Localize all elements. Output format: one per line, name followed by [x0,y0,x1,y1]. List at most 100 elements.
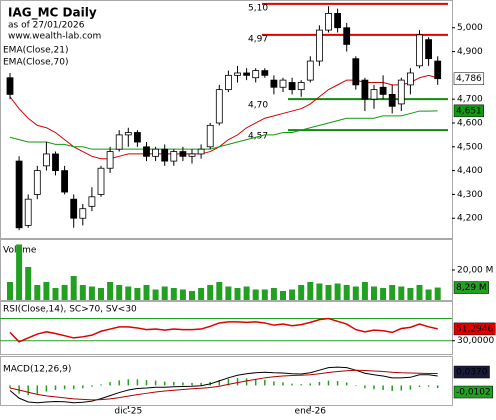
histogram-bar [436,385,439,389]
panel-frame [0,0,453,239]
histogram-bar [227,378,230,386]
candle-body [252,70,260,79]
y-tick-label: 4,700 [457,95,483,105]
histogram-bar [427,385,430,387]
candle-body [352,58,360,86]
volume-bar [207,284,214,300]
last-value-box [453,72,485,85]
histogram-bar [282,382,284,386]
candle-body [43,153,50,167]
histogram-bar [309,383,312,386]
histogram-bar [291,383,293,386]
candle-body [434,60,442,80]
volume-bar [61,284,68,300]
last-value-box [453,322,496,336]
histogram-bar [54,385,57,391]
candle-body [379,86,387,95]
volume-bar [270,287,277,300]
volume-bar [261,289,268,300]
candle-body [425,39,433,60]
y-tick-label: 4,900 [457,47,483,57]
candle-body [416,34,423,67]
candle-body [88,196,96,207]
histogram-bar [91,385,93,387]
histogram-bar [364,385,366,389]
candle-body [161,148,169,162]
volume-bar [116,284,123,300]
histogram-bar [418,385,421,387]
histogram-bar [382,385,384,391]
histogram-bar [336,381,339,386]
panel-frame [0,356,453,406]
candle-body [188,153,196,157]
candle-body [306,60,314,81]
volume-bar [216,281,223,300]
candle-body [133,132,141,143]
y-tick-label: 4,500 [457,142,483,152]
ema-line [9,110,438,150]
histogram-bar [72,385,75,390]
volume-bar [234,287,241,300]
volume-bar [371,286,377,300]
volume-bar [7,281,13,300]
volume-bar [361,281,368,300]
volume-bar [316,283,323,300]
volume-bar [307,281,314,300]
volume-bar [343,284,350,300]
rsi-line [9,317,438,343]
candle-body [397,79,405,105]
last-value-box [453,104,485,118]
volume-bar [398,286,405,300]
volume-bar [434,287,441,300]
chart-subtitle: as of 27/01/2026 [8,21,85,31]
volume-bar [70,275,77,300]
level-label: 4,70 [248,101,268,111]
histogram-bar [245,378,248,386]
candle-body [224,74,232,91]
candle-body [234,72,241,76]
last-value-box [453,365,490,379]
panel-title: MACD(12,26,9) [3,365,71,375]
last-value-box [453,385,493,399]
candle-body [152,148,160,157]
histogram-bar [273,381,275,386]
candle-body [206,124,214,148]
candle-body [97,167,105,195]
histogram-bar [391,385,393,392]
histogram-bar [191,382,193,386]
volume-bar [407,287,414,300]
y-tick-label: 4,600 [457,118,483,128]
histogram-bar [173,381,175,386]
candle-body [343,27,351,45]
last-value-label: 4,651 [456,106,482,116]
histogram-bar [100,384,102,386]
macd-line [9,366,438,404]
candle-body [261,70,269,76]
last-value-label: 4,786 [456,74,482,84]
candle-body [370,89,378,100]
chart-source: www.wealth-lab.com [8,32,101,42]
volume-bar [389,284,396,300]
histogram-bar [9,385,11,388]
volume-bar [79,284,86,300]
candle-body [334,13,342,29]
candle-body [106,151,114,169]
histogram-bar [136,379,139,386]
volume-bar [425,289,432,300]
x-tick-label: dic-25 [114,407,142,417]
volume-bar [143,284,150,300]
histogram-bar [154,380,157,386]
panel-title: RSI(Close,14), SC>70, SV<30 [3,305,137,315]
candle-body [70,198,78,219]
histogram-bar [118,380,120,386]
x-tick-label: ene-26 [295,407,327,417]
histogram-bar [127,379,130,386]
last-value-label: 0,0370 [456,368,488,378]
y-tick-label: 4,400 [457,166,483,176]
histogram-bar [163,381,166,386]
volume-bar [161,286,168,300]
volume-bar [34,284,41,300]
candle-body [270,79,278,88]
histogram-bar [327,380,330,386]
candle-body [197,148,205,155]
